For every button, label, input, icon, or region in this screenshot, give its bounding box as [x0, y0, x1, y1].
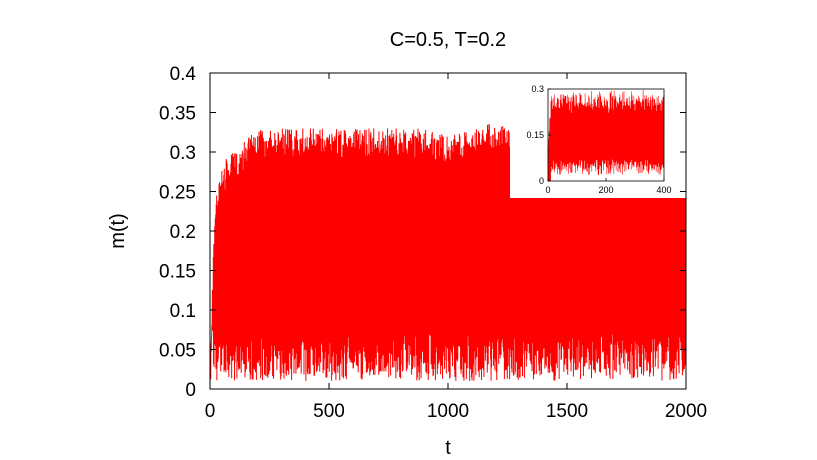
series-line-m [209, 123, 687, 390]
inset-x-tick-label: 0 [545, 185, 550, 195]
x-tick-label: 0 [205, 401, 216, 422]
inset-y-tick-label: 0.15 [526, 130, 544, 140]
x-tick-label: 2000 [665, 401, 707, 422]
x-tick-label: 1000 [427, 401, 469, 422]
inset-chart: 0 200 400 0 0.15 0.3 [510, 81, 686, 198]
y-tick-label: 0.15 [159, 262, 196, 283]
inset-series-line [547, 89, 665, 182]
inset-x-tick-label: 400 [656, 185, 671, 195]
y-tick-label: 0.05 [159, 341, 196, 362]
y-tick-label: 0.1 [170, 301, 196, 322]
x-axis-label: t [445, 437, 451, 459]
x-tick-label: 1500 [546, 401, 588, 422]
y-tick-label: 0.2 [170, 222, 196, 243]
y-tick-label: 0 [185, 380, 196, 401]
y-tick-label: 0.25 [159, 183, 196, 204]
y-axis-label: m(t) [107, 213, 129, 249]
y-tick-label: 0.3 [170, 143, 196, 164]
series-layer [209, 123, 687, 390]
inset-y-tick-label: 0.3 [531, 84, 544, 94]
inset-y-tick-label: 0 [539, 176, 544, 186]
inset-x-tick-label: 200 [598, 185, 613, 195]
chart-title: C=0.5, T=0.2 [390, 29, 506, 51]
x-tick-label: 500 [313, 401, 345, 422]
ticks-layer: 0 500 1000 1500 200000.050.10.150.20.250.30.… [159, 64, 707, 422]
y-tick-label: 0.35 [159, 104, 196, 125]
y-tick-label: 0.4 [170, 64, 197, 85]
